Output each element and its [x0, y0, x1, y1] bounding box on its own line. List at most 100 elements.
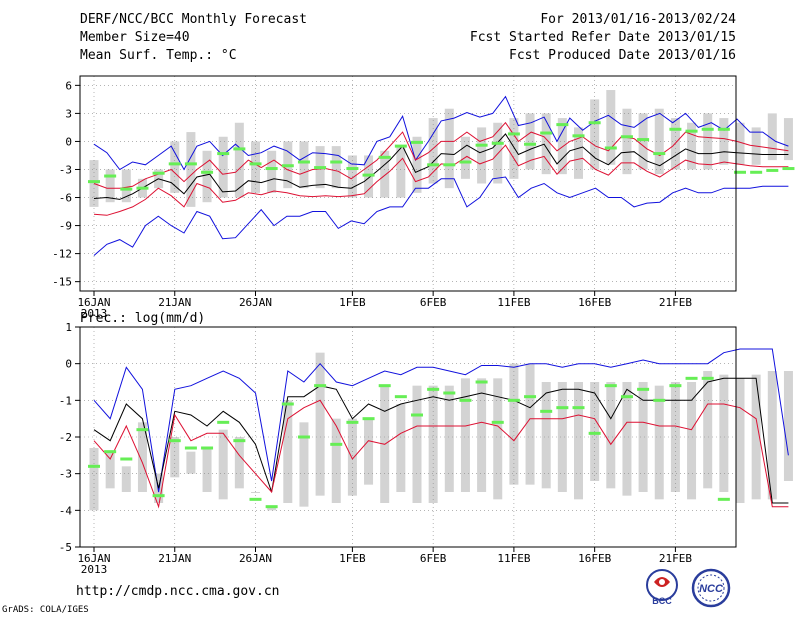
prec-box [186, 451, 196, 474]
temp-series-min [93, 176, 789, 256]
prec-series-mean [93, 377, 789, 504]
temp-ytick-label: 0 [65, 135, 72, 148]
prec-green-marker [572, 406, 585, 410]
prec-box [783, 371, 793, 481]
prec-box [202, 448, 212, 492]
prec-green-marker [152, 494, 165, 498]
temp-box [703, 113, 713, 170]
prec-green-marker [265, 505, 278, 509]
prec-green-marker [249, 497, 262, 501]
temp-green-marker [637, 138, 650, 142]
prec-green-marker [330, 442, 343, 446]
temp-green-marker [233, 147, 246, 151]
temp-green-marker [701, 127, 714, 131]
chart-title: DERF/NCC/BCC Monthly Forecast [80, 12, 307, 27]
prec-green-marker [669, 384, 682, 388]
temp-green-marker [88, 180, 100, 184]
prec-xtick-label: 11FEB [497, 552, 530, 565]
prec-green-marker [346, 420, 359, 424]
temp-green-marker [201, 170, 214, 174]
prec-box [364, 418, 374, 485]
prec-xtick-label: 1FEB [339, 552, 366, 565]
temp-box [606, 90, 616, 165]
prec-box [347, 418, 357, 496]
prec-box [606, 382, 616, 489]
temp-xtick-label: 16FEB [578, 296, 611, 309]
prec-box [638, 382, 648, 492]
temp-ytick-label: -6 [59, 192, 72, 205]
prec-green-marker [297, 435, 310, 439]
prec-box [541, 382, 551, 489]
temp-green-marker [346, 167, 359, 171]
temp-xtick-label: 6FEB [420, 296, 447, 309]
prec-year-label: 2013 [81, 563, 108, 576]
prec-ytick-label: 0 [65, 358, 72, 371]
temp-box [234, 122, 244, 198]
bcc-logo-text: BCC [652, 596, 672, 606]
temp-box [251, 141, 260, 193]
temp-xtick-label: 11FEB [497, 296, 530, 309]
prec-xtick-label: 21JAN [158, 552, 191, 565]
prec-series-max [93, 348, 789, 493]
prec-green-marker [411, 413, 423, 417]
temp-series-upper [93, 121, 789, 189]
temp-green-marker [556, 123, 569, 127]
prec-xtick-label: 26JAN [239, 552, 272, 565]
prec-box [283, 400, 293, 503]
prec-green-marker [362, 417, 375, 421]
temp-box [380, 150, 390, 198]
prec-panel-title: Prec.: log(mm/d) [80, 311, 205, 326]
prec-box [574, 382, 583, 500]
ncc-logo-text: NCC [699, 583, 724, 595]
temp-xtick-label: 1FEB [339, 296, 366, 309]
temp-green-marker [653, 152, 666, 156]
temp-series-mean [93, 133, 789, 200]
temp-green-marker [184, 162, 197, 166]
prec-ytick-label: -4 [59, 504, 73, 517]
prec-box [509, 363, 519, 485]
grads-credit: GrADS: COLA/IGES [2, 605, 89, 615]
prec-green-marker [168, 439, 181, 443]
temp-xtick-label: 21JAN [158, 296, 191, 309]
temp-green-marker [588, 121, 601, 125]
temp-box [767, 113, 777, 161]
prec-green-marker [201, 446, 214, 450]
temp-ytick-label: 6 [65, 79, 72, 92]
prec-box [444, 385, 454, 492]
prec-ytick-label: -5 [59, 541, 72, 554]
temp-box [638, 113, 648, 170]
variable-label: Mean Surf. Temp.: °C [80, 48, 237, 63]
temp-box [218, 136, 228, 198]
temp-ytick-label: -3 [59, 163, 72, 176]
prec-box [735, 378, 745, 503]
source-url: http://cmdp.ncc.cma.gov.cn [76, 584, 280, 599]
forecast-period: For 2013/01/16-2013/02/24 [540, 12, 736, 27]
prec-box [170, 437, 180, 478]
prec-box [493, 378, 503, 500]
prec-box [412, 385, 422, 503]
prec-ytick-label: -1 [59, 394, 72, 407]
temp-box [622, 108, 632, 175]
bcc-logo: BCC [646, 569, 678, 606]
temp-xtick-label: 26JAN [239, 296, 272, 309]
prec-green-marker [233, 439, 246, 443]
prec-ytick-label: 1 [65, 321, 72, 334]
prec-green-marker [394, 395, 407, 399]
prec-box [218, 429, 228, 500]
temp-green-marker [249, 162, 262, 166]
prec-green-marker [88, 464, 100, 468]
prec-green-marker [136, 428, 149, 432]
temp-series-lower [93, 144, 789, 216]
prec-box [121, 466, 131, 492]
prec-box [137, 422, 147, 492]
prec-box [331, 418, 341, 503]
prec-box [267, 506, 277, 511]
prec-green-marker [556, 406, 569, 410]
temp-box [735, 122, 745, 165]
prec-green-marker [443, 391, 456, 395]
temp-box [719, 118, 729, 165]
prec-green-marker [701, 376, 714, 380]
temp-green-marker [330, 160, 343, 164]
temp-box [267, 150, 277, 193]
prec-green-marker [314, 384, 327, 388]
